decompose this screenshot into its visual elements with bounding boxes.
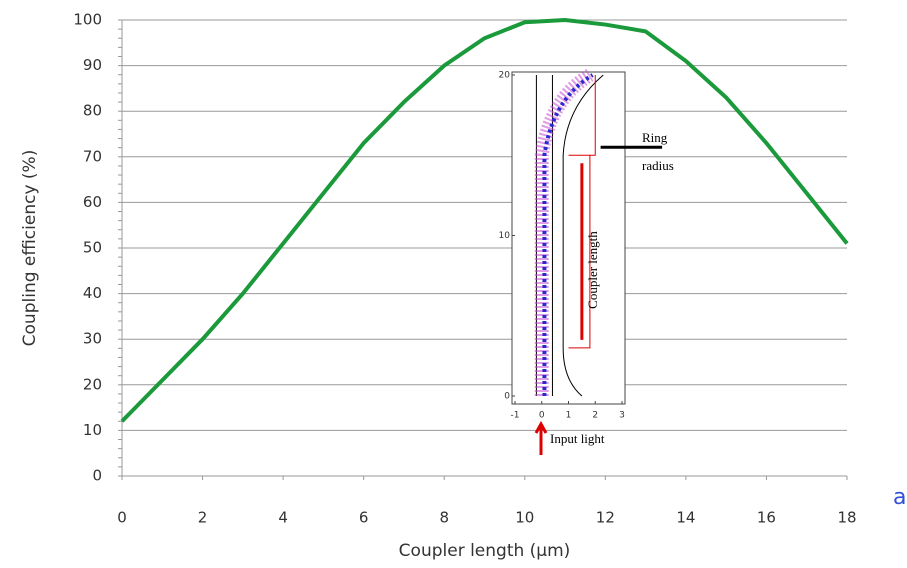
x-tick-label: 12 (596, 509, 615, 527)
annotation: Ring (642, 130, 668, 145)
y-tick-label: 70 (83, 147, 102, 165)
x-tick-label: 18 (837, 509, 856, 527)
y-tick-label: 0 (92, 467, 102, 485)
y-tick-label: 80 (83, 102, 102, 120)
inset-y-tick-label: 20 (499, 71, 511, 81)
data-line (122, 20, 847, 421)
input-arrow (536, 424, 546, 455)
panel-label: a (893, 485, 906, 510)
x-tick-label: 0 (117, 509, 127, 527)
y-tick-label: 30 (83, 330, 102, 348)
y-tick-label: 10 (83, 421, 102, 439)
y-tick-label: 90 (83, 56, 102, 74)
x-tick-label: 16 (757, 509, 776, 527)
y-tick-label: 50 (83, 239, 102, 257)
x-axis-title: Coupler length (µm) (399, 541, 571, 561)
y-axis-title: Coupling efficiency (%) (20, 150, 40, 347)
inset-x-tick-label: -1 (511, 411, 520, 421)
x-tick-label: 8 (439, 509, 449, 527)
annotation: Input light (550, 431, 605, 446)
x-tick-label: 2 (198, 509, 208, 527)
x-tick-label: 4 (278, 509, 288, 527)
y-tick-label: 40 (83, 284, 102, 302)
inset-y-tick-label: 0 (504, 392, 510, 402)
y-tick-label: 60 (83, 193, 102, 211)
inset-frame (512, 72, 625, 404)
inset-x-tick-label: 1 (566, 411, 572, 421)
y-tick-label: 100 (73, 11, 102, 29)
annotation: radius (642, 158, 674, 173)
inset-x-tick-label: 2 (592, 411, 598, 421)
inset-x-tick-label: 0 (539, 411, 545, 421)
inset-y-tick-label: 10 (499, 231, 511, 241)
annotation: Coupler length (585, 231, 600, 309)
x-tick-label: 14 (676, 509, 695, 527)
x-tick-label: 10 (515, 509, 534, 527)
chart: 0102030405060708090100024681012141618Cou… (0, 0, 907, 568)
x-tick-label: 6 (359, 509, 369, 527)
y-tick-label: 20 (83, 375, 102, 393)
inset-x-tick-label: 3 (619, 411, 625, 421)
